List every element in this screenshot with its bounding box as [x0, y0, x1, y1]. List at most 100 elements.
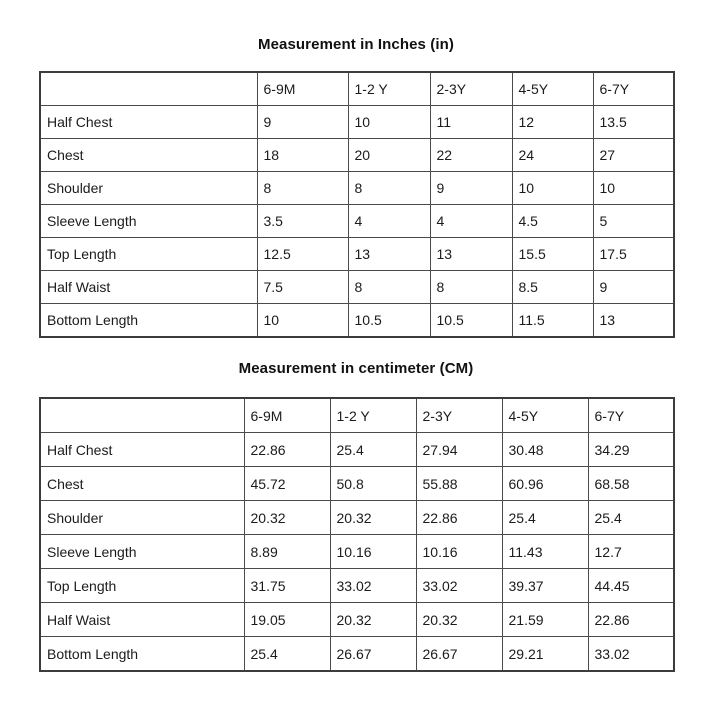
cm-size-table: 6-9M 1-2 Y 2-3Y 4-5Y 6-7Y Half Chest 22.86 25.4… [39, 397, 675, 672]
cell-value: 33.02 [329, 568, 417, 603]
column-header: 1-2 Y [347, 71, 431, 106]
cell-value: 26.67 [415, 636, 503, 672]
column-header: 2-3Y [415, 397, 503, 433]
cell-value: 31.75 [243, 568, 331, 603]
cell-value: 20.32 [243, 500, 331, 535]
row-label: Half Chest [39, 432, 245, 467]
cell-value: 44.45 [587, 568, 675, 603]
cell-value: 10 [347, 105, 431, 139]
cell-value: 33.02 [415, 568, 503, 603]
header-row: 6-9M 1-2 Y 2-3Y 4-5Y 6-7Y [39, 397, 675, 433]
column-header: 1-2 Y [329, 397, 417, 433]
table-row: Shoulder 20.32 20.32 22.86 25.4 25.4 [39, 500, 675, 535]
cell-value: 9 [256, 105, 349, 139]
cell-value: 4 [347, 204, 431, 238]
table-row: Top Length 12.5 13 13 15.5 17.5 [39, 237, 675, 271]
cell-value: 34.29 [587, 432, 675, 467]
cell-value: 7.5 [256, 270, 349, 304]
cell-value: 9 [592, 270, 675, 304]
inches-size-table: 6-9M 1-2 Y 2-3Y 4-5Y 6-7Y Half Chest 9 10 11 12 13… [39, 71, 675, 338]
cell-value: 10.5 [347, 303, 431, 338]
cell-value: 68.58 [587, 466, 675, 501]
row-label: Half Chest [39, 105, 258, 139]
table-row: Chest 45.72 50.8 55.88 60.96 68.58 [39, 466, 675, 501]
cell-value: 5 [592, 204, 675, 238]
cell-value: 22.86 [415, 500, 503, 535]
cell-value: 50.8 [329, 466, 417, 501]
cell-value: 39.37 [501, 568, 589, 603]
cm-table-section: Measurement in centimeter (CM) 6-9M 1-2 Y… [39, 360, 675, 672]
cell-value: 25.4 [329, 432, 417, 467]
cell-value: 12.5 [256, 237, 349, 271]
cell-value: 11.43 [501, 534, 589, 569]
inches-table-title: Measurement in Inches (in) [258, 36, 454, 53]
column-header: 6-7Y [592, 71, 675, 106]
cell-value: 3.5 [256, 204, 349, 238]
column-header: 6-7Y [587, 397, 675, 433]
row-label: Sleeve Length [39, 204, 258, 238]
cell-value: 10.5 [429, 303, 513, 338]
cell-value: 4 [429, 204, 513, 238]
cell-value: 24 [511, 138, 594, 172]
cell-value: 20.32 [415, 602, 503, 637]
table-row: Shoulder 8 8 9 10 10 [39, 171, 675, 205]
table-row: Top Length 31.75 33.02 33.02 39.37 44.45 [39, 568, 675, 603]
cell-value: 25.4 [243, 636, 331, 672]
cell-value: 27.94 [415, 432, 503, 467]
cell-value: 20 [347, 138, 431, 172]
cell-value: 8.89 [243, 534, 331, 569]
cell-value: 8.5 [511, 270, 594, 304]
cell-value: 10 [592, 171, 675, 205]
table-row: Half Waist 7.5 8 8 8.5 9 [39, 270, 675, 304]
table-row: Bottom Length 25.4 26.67 26.67 29.21 33.02 [39, 636, 675, 672]
table-row: Half Chest 22.86 25.4 27.94 30.48 34.29 [39, 432, 675, 467]
table-row: Sleeve Length 8.89 10.16 10.16 11.43 12.7 [39, 534, 675, 569]
cell-value: 15.5 [511, 237, 594, 271]
row-label: Bottom Length [39, 636, 245, 672]
cell-value: 45.72 [243, 466, 331, 501]
cell-value: 19.05 [243, 602, 331, 637]
cell-value: 8 [347, 270, 431, 304]
cell-value: 22.86 [243, 432, 331, 467]
cell-value: 60.96 [501, 466, 589, 501]
cell-value: 25.4 [501, 500, 589, 535]
table-row: Bottom Length 10 10.5 10.5 11.5 13 [39, 303, 675, 338]
cell-value: 20.32 [329, 500, 417, 535]
cell-value: 29.21 [501, 636, 589, 672]
cell-value: 8 [347, 171, 431, 205]
cell-value: 27 [592, 138, 675, 172]
cell-value: 10.16 [329, 534, 417, 569]
cell-value: 12 [511, 105, 594, 139]
cell-value: 13 [592, 303, 675, 338]
cell-value: 26.67 [329, 636, 417, 672]
column-header: 6-9M [256, 71, 349, 106]
row-label: Chest [39, 466, 245, 501]
cell-value: 25.4 [587, 500, 675, 535]
cell-value: 11 [429, 105, 513, 139]
row-label: Top Length [39, 568, 245, 603]
row-label: Shoulder [39, 500, 245, 535]
cell-value: 8 [256, 171, 349, 205]
cell-value: 4.5 [511, 204, 594, 238]
cm-table-title: Measurement in centimeter (CM) [238, 360, 474, 377]
cell-value: 33.02 [587, 636, 675, 672]
row-label: Half Waist [39, 270, 258, 304]
inches-table-section: Measurement in Inches (in) 6-9M 1-2 Y 2-3Y… [39, 36, 675, 338]
cell-value: 22.86 [587, 602, 675, 637]
size-chart-page: Measurement in Inches (in) 6-9M 1-2 Y 2-3Y… [39, 0, 675, 672]
cell-value: 10 [511, 171, 594, 205]
table-row: Half Waist 19.05 20.32 20.32 21.59 22.86 [39, 602, 675, 637]
row-label: Bottom Length [39, 303, 258, 338]
cell-value: 13.5 [592, 105, 675, 139]
corner-header-cell [39, 397, 245, 433]
cell-value: 8 [429, 270, 513, 304]
cell-value: 21.59 [501, 602, 589, 637]
cell-value: 20.32 [329, 602, 417, 637]
cell-value: 9 [429, 171, 513, 205]
table-row: Half Chest 9 10 11 12 13.5 [39, 105, 675, 139]
column-header: 4-5Y [501, 397, 589, 433]
cell-value: 30.48 [501, 432, 589, 467]
corner-header-cell [39, 71, 258, 106]
cell-value: 55.88 [415, 466, 503, 501]
table-row: Chest 18 20 22 24 27 [39, 138, 675, 172]
